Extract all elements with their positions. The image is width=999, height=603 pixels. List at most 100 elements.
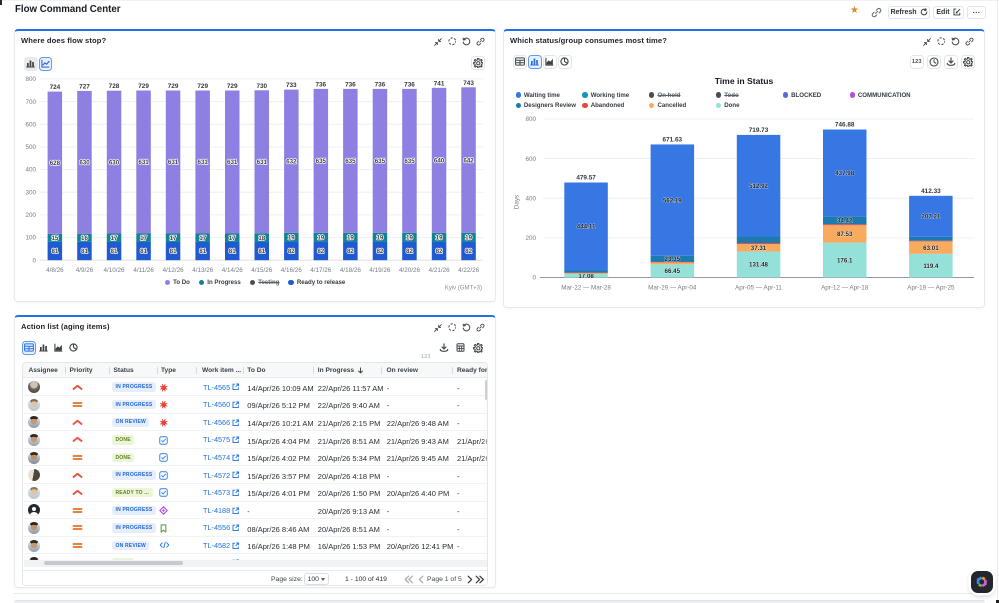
svg-text:733: 733 [286, 82, 297, 89]
svg-text:671.63: 671.63 [663, 136, 683, 143]
svg-text:200: 200 [25, 212, 36, 219]
svg-text:727: 727 [79, 83, 90, 90]
svg-text:562.19: 562.19 [663, 197, 682, 204]
svg-text:100: 100 [25, 235, 36, 242]
svg-text:631: 631 [198, 159, 209, 166]
svg-text:4/9/26: 4/9/26 [76, 267, 94, 274]
svg-text:635: 635 [375, 158, 386, 165]
svg-text:63.01: 63.01 [923, 245, 939, 252]
svg-text:729: 729 [227, 83, 238, 90]
svg-text:444.11: 444.11 [577, 224, 596, 231]
svg-text:640: 640 [434, 158, 445, 165]
svg-text:729: 729 [197, 83, 208, 90]
svg-text:4/8/26: 4/8/26 [46, 267, 64, 274]
svg-text:Apr-12 — Apr-18: Apr-12 — Apr-18 [821, 285, 869, 292]
svg-text:700: 700 [25, 99, 36, 106]
svg-text:17: 17 [229, 235, 236, 242]
svg-text:17: 17 [111, 235, 118, 242]
svg-text:82: 82 [288, 248, 295, 255]
svg-text:736: 736 [375, 81, 386, 88]
svg-text:15: 15 [51, 235, 58, 242]
svg-text:207.21: 207.21 [921, 214, 940, 221]
svg-text:17: 17 [199, 235, 206, 242]
svg-text:743: 743 [463, 80, 474, 87]
svg-text:746.88: 746.88 [835, 122, 855, 129]
svg-text:630: 630 [79, 160, 90, 167]
svg-text:635: 635 [404, 158, 415, 165]
svg-text:479.57: 479.57 [576, 175, 596, 182]
svg-text:Mar-22 — Mar-28: Mar-22 — Mar-28 [561, 285, 611, 292]
svg-text:724: 724 [50, 84, 61, 91]
svg-text:400: 400 [525, 195, 536, 202]
svg-text:17.08: 17.08 [578, 273, 594, 280]
svg-text:19: 19 [376, 234, 383, 241]
svg-text:736: 736 [404, 81, 415, 88]
svg-text:4/18/26: 4/18/26 [340, 267, 362, 274]
svg-text:729: 729 [138, 83, 149, 90]
svg-text:635: 635 [345, 158, 356, 165]
svg-text:0: 0 [532, 275, 536, 282]
svg-text:82: 82 [465, 248, 472, 255]
svg-text:18: 18 [258, 235, 265, 242]
svg-text:119.4: 119.4 [923, 263, 939, 270]
svg-text:437.98: 437.98 [835, 170, 854, 177]
svg-text:81: 81 [111, 248, 118, 255]
svg-text:17: 17 [140, 235, 147, 242]
svg-text:4/20/26: 4/20/26 [399, 267, 421, 274]
svg-text:4/12/26: 4/12/26 [163, 267, 185, 274]
svg-text:800: 800 [525, 116, 536, 123]
svg-text:631: 631 [227, 159, 238, 166]
svg-text:635: 635 [316, 158, 327, 165]
svg-text:631: 631 [168, 159, 179, 166]
svg-text:16: 16 [81, 235, 88, 242]
svg-text:600: 600 [25, 121, 36, 128]
svg-text:81: 81 [140, 248, 147, 255]
svg-text:19: 19 [288, 234, 295, 241]
svg-text:81: 81 [51, 248, 58, 255]
svg-text:4/11/26: 4/11/26 [133, 267, 154, 274]
svg-text:66.45: 66.45 [665, 268, 681, 275]
svg-text:300: 300 [25, 189, 36, 196]
svg-text:4/10/26: 4/10/26 [103, 267, 125, 274]
svg-text:4/21/26: 4/21/26 [429, 267, 451, 274]
svg-text:412.33: 412.33 [921, 188, 941, 195]
svg-text:81: 81 [229, 248, 236, 255]
svg-text:19: 19 [465, 234, 472, 241]
svg-text:729: 729 [168, 83, 179, 90]
svg-text:631: 631 [138, 159, 149, 166]
svg-text:4/22/26: 4/22/26 [458, 267, 480, 274]
svg-text:19: 19 [317, 234, 324, 241]
svg-text:630: 630 [109, 159, 120, 166]
svg-text:17: 17 [170, 235, 177, 242]
svg-text:23.35: 23.35 [665, 256, 681, 263]
svg-text:Kyiv (GMT+3): Kyiv (GMT+3) [445, 286, 482, 292]
svg-text:37.31: 37.31 [751, 245, 767, 252]
svg-text:736: 736 [315, 81, 326, 88]
svg-text:741: 741 [434, 80, 445, 87]
svg-text:Apr-19 — Apr-25: Apr-19 — Apr-25 [907, 285, 955, 292]
svg-text:19: 19 [406, 234, 413, 241]
svg-text:400: 400 [25, 167, 36, 174]
svg-text:19: 19 [347, 234, 354, 241]
svg-text:Mar-29 — Apr-04: Mar-29 — Apr-04 [648, 285, 697, 292]
svg-text:4/17/26: 4/17/26 [310, 267, 332, 274]
svg-text:82: 82 [436, 248, 443, 255]
svg-text:131.48: 131.48 [749, 262, 768, 269]
svg-text:4/15/26: 4/15/26 [251, 267, 273, 274]
svg-text:19: 19 [436, 234, 443, 241]
svg-text:Days: Days [514, 195, 521, 209]
svg-text:176.1: 176.1 [837, 257, 853, 264]
svg-text:500: 500 [25, 144, 36, 151]
svg-text:719.73: 719.73 [749, 127, 769, 134]
svg-text:631: 631 [257, 159, 268, 166]
svg-text:82: 82 [406, 248, 413, 255]
svg-text:628: 628 [50, 160, 61, 167]
svg-text:730: 730 [256, 83, 267, 90]
svg-text:632: 632 [286, 158, 297, 165]
svg-text:4/13/26: 4/13/26 [192, 267, 214, 274]
svg-text:200: 200 [525, 235, 536, 242]
svg-text:736: 736 [345, 81, 356, 88]
svg-text:800: 800 [25, 76, 36, 83]
svg-text:82: 82 [376, 248, 383, 255]
svg-text:81: 81 [170, 248, 177, 255]
